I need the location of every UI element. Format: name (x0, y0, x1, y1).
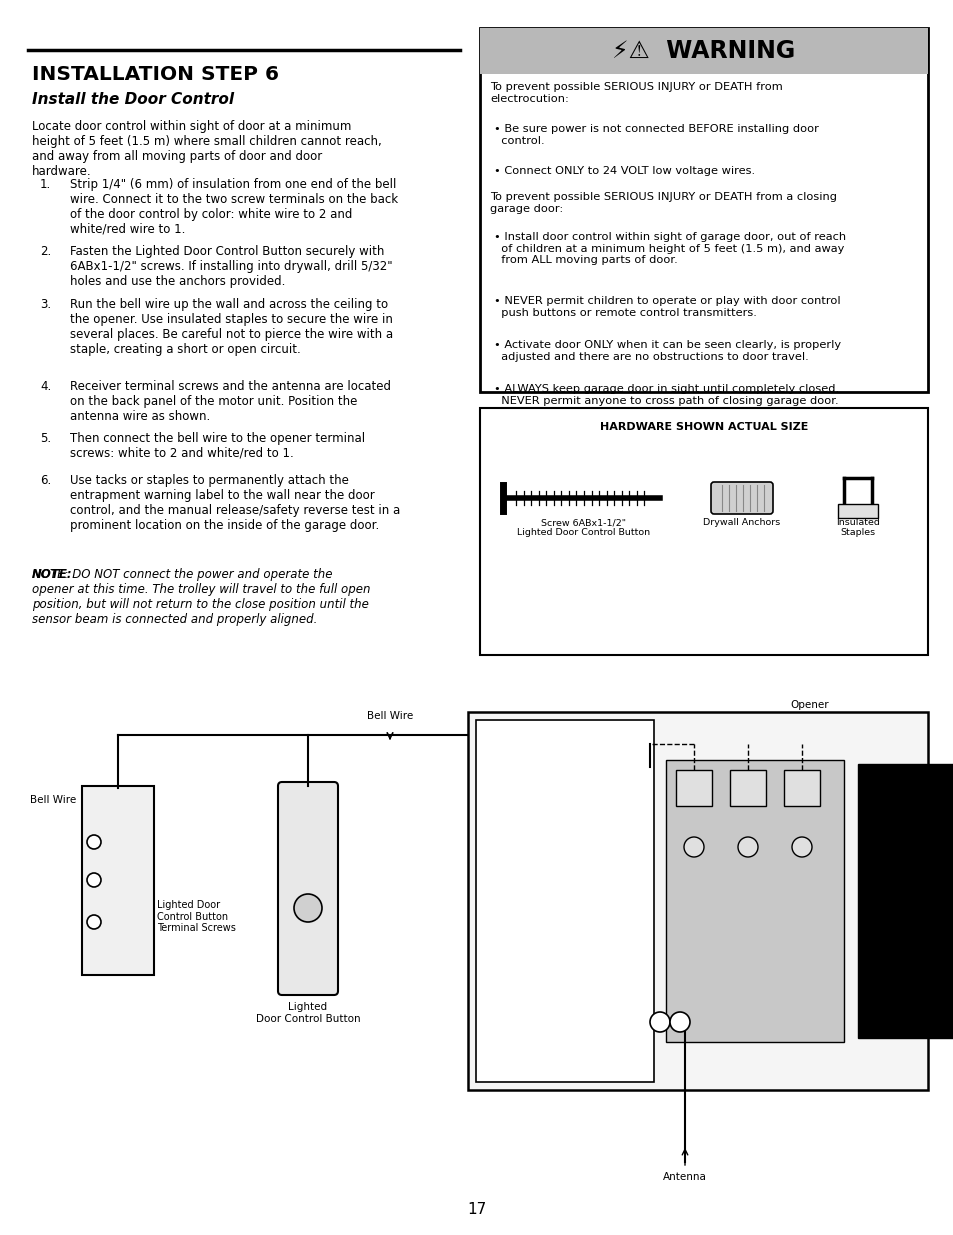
FancyBboxPatch shape (710, 482, 772, 514)
Text: RED
-1: RED -1 (99, 885, 118, 904)
FancyBboxPatch shape (479, 408, 927, 655)
Text: 17: 17 (467, 1203, 486, 1218)
Text: • Install door control within sight of garage door, out of reach
  of children a: • Install door control within sight of g… (494, 232, 845, 266)
Text: Screw 6ABx1-1/2"
Lighted Door Control Button: Screw 6ABx1-1/2" Lighted Door Control Bu… (517, 517, 650, 537)
Circle shape (669, 1011, 689, 1032)
Text: Antenna: Antenna (662, 1172, 706, 1182)
Text: NOTE:: NOTE: (32, 568, 72, 580)
Circle shape (683, 837, 703, 857)
Bar (857, 764, 953, 1037)
Bar (729, 769, 765, 806)
Text: 1.: 1. (40, 178, 51, 191)
Circle shape (738, 837, 758, 857)
Text: Strip 1/4" (6 mm) of insulation from one end of the bell
wire. Connect it to the: Strip 1/4" (6 mm) of insulation from one… (70, 178, 397, 236)
Bar (479, 28, 927, 74)
Text: Run the bell wire up the wall and across the ceiling to
the opener. Use insulate: Run the bell wire up the wall and across… (70, 298, 393, 356)
Text: Then connect the bell wire to the opener terminal
screws: white to 2 and white/r: Then connect the bell wire to the opener… (70, 432, 365, 459)
Bar (665, 760, 843, 1042)
Circle shape (87, 915, 101, 929)
Text: Locate door control within sight of door at a minimum
height of 5 feet (1.5 m) w: Locate door control within sight of door… (32, 120, 381, 178)
Text: Use tacks or staples to permanently attach the
entrapment warning label to the w: Use tacks or staples to permanently atta… (70, 474, 400, 532)
Text: Install the Door Control: Install the Door Control (32, 91, 233, 107)
Text: W
2: W 2 (104, 830, 113, 850)
Text: Lighted
Door Control Button: Lighted Door Control Button (255, 1002, 360, 1024)
Circle shape (649, 1011, 669, 1032)
Circle shape (294, 894, 322, 923)
Bar (676, 769, 711, 806)
Text: To prevent possible SERIOUS INJURY or DEATH from a closing
garage door:: To prevent possible SERIOUS INJURY or DE… (490, 191, 836, 214)
Circle shape (87, 873, 101, 887)
Text: Fasten the Lighted Door Control Button securely with
6ABx1-1/2" screws. If insta: Fasten the Lighted Door Control Button s… (70, 245, 393, 288)
FancyBboxPatch shape (82, 785, 153, 974)
Text: Receiver terminal screws and the antenna are located
on the back panel of the mo: Receiver terminal screws and the antenna… (70, 380, 391, 424)
Text: To prevent possible SERIOUS INJURY or DEATH from
electrocution:: To prevent possible SERIOUS INJURY or DE… (490, 82, 781, 104)
Text: Drywall Anchors: Drywall Anchors (702, 517, 780, 527)
Text: 5.: 5. (40, 432, 51, 445)
Text: • Be sure power is not connected BEFORE installing door
  control.: • Be sure power is not connected BEFORE … (494, 124, 818, 146)
Text: ⚡⚠  WARNING: ⚡⚠ WARNING (612, 40, 795, 63)
Text: Opener
Terminal Screws: Opener Terminal Screws (767, 700, 851, 721)
Text: • Connect ONLY to 24 VOLT low voltage wires.: • Connect ONLY to 24 VOLT low voltage wi… (494, 165, 755, 177)
Text: 4.: 4. (40, 380, 51, 393)
Text: • Activate door ONLY when it can be seen clearly, is properly
  adjusted and the: • Activate door ONLY when it can be seen… (494, 340, 841, 362)
Text: Lighted Door
Control Button
Terminal Screws: Lighted Door Control Button Terminal Scr… (157, 900, 235, 934)
FancyBboxPatch shape (479, 28, 927, 391)
Text: 2.: 2. (40, 245, 51, 258)
Text: Back Panel: Back Panel (534, 1010, 591, 1020)
Bar (783, 769, 820, 806)
FancyBboxPatch shape (468, 713, 927, 1091)
Text: Insulated
Staples: Insulated Staples (835, 517, 879, 537)
Text: Bell Wire: Bell Wire (367, 711, 413, 721)
FancyBboxPatch shape (277, 782, 337, 995)
Text: 3.: 3. (40, 298, 51, 311)
Text: Bell Wire: Bell Wire (30, 795, 76, 805)
Circle shape (791, 837, 811, 857)
Text: NOTE: DO NOT connect the power and operate the
opener at this time. The trolley : NOTE: DO NOT connect the power and opera… (32, 568, 370, 626)
Text: 6.: 6. (40, 474, 51, 487)
Text: HARDWARE SHOWN ACTUAL SIZE: HARDWARE SHOWN ACTUAL SIZE (599, 422, 807, 432)
Text: • NEVER permit children to operate or play with door control
  push buttons or r: • NEVER permit children to operate or pl… (494, 296, 840, 317)
Text: INSTALLATION STEP 6: INSTALLATION STEP 6 (32, 65, 278, 84)
Circle shape (87, 835, 101, 848)
FancyBboxPatch shape (837, 504, 877, 517)
Bar (476, 720, 654, 1082)
Text: • ALWAYS keep garage door in sight until completely closed.
  NEVER permit anyon: • ALWAYS keep garage door in sight until… (494, 384, 839, 405)
